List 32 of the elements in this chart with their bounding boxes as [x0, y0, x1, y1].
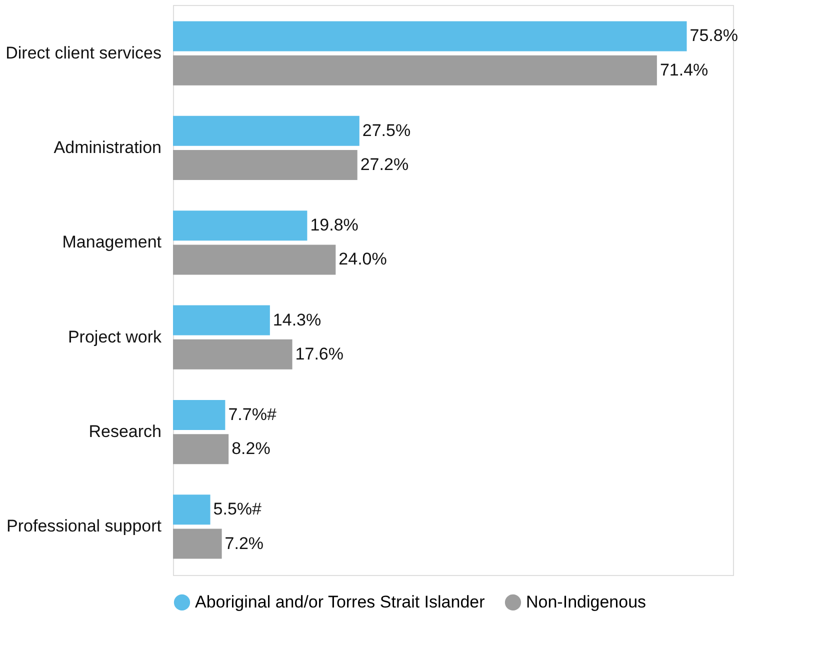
bar	[173, 150, 358, 180]
bar	[173, 528, 222, 559]
data-label: 5.5%#	[213, 500, 262, 519]
legend-label: Non-Indigenous	[526, 592, 646, 612]
data-label: 75.8%	[690, 26, 738, 46]
y-tick-label: Direct client services	[6, 43, 162, 62]
bar	[173, 116, 360, 146]
data-label: 17.6%	[295, 344, 344, 364]
legend-label: Aboriginal and/or Torres Strait Islander	[195, 592, 486, 612]
data-label: 8.2%	[232, 439, 270, 458]
bar	[173, 55, 657, 86]
data-label: 27.5%	[362, 120, 411, 140]
bar	[173, 339, 292, 370]
data-label: 27.2%	[360, 155, 409, 174]
y-tick-label: Professional support	[6, 516, 162, 536]
bar	[173, 210, 308, 241]
data-label: 19.8%	[310, 216, 358, 235]
bar	[173, 400, 226, 430]
data-label: 24.0%	[338, 250, 387, 269]
data-label: 14.3%	[272, 310, 322, 330]
y-tick-label: Research	[88, 422, 162, 442]
y-tick-label: Management	[62, 232, 162, 252]
bar	[173, 21, 687, 52]
bar	[173, 494, 210, 525]
data-label: 71.4%	[660, 60, 708, 80]
data-label: 7.2%	[224, 534, 264, 553]
bar	[173, 244, 336, 275]
data-label: 7.7%#	[228, 404, 277, 424]
y-tick-label: Administration	[54, 138, 162, 157]
y-tick-label: Project work	[68, 327, 162, 346]
bar	[173, 434, 229, 464]
bar	[173, 305, 270, 336]
